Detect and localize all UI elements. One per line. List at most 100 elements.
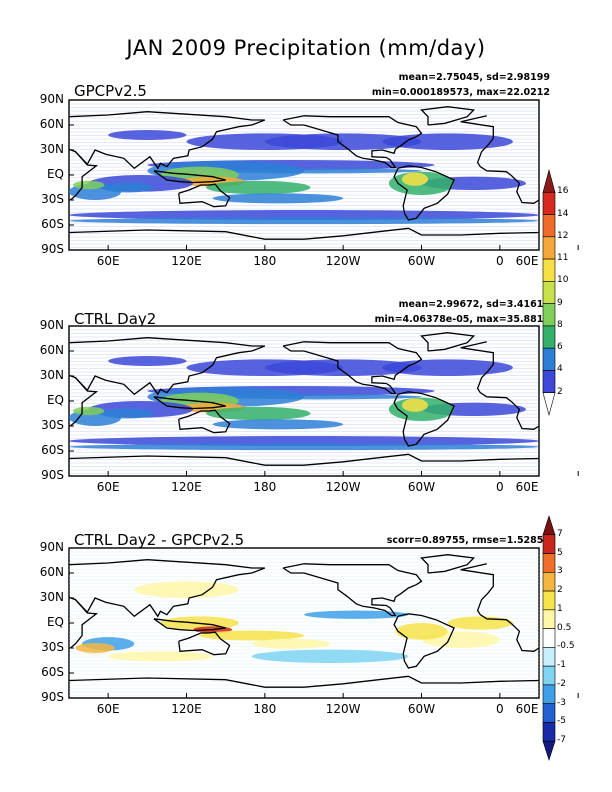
colorbar-label: 2 (557, 585, 563, 596)
colorbar-swatch (542, 647, 556, 667)
panel-2-stats-line1: mean=2.99672, sd=3.41619 (398, 299, 550, 310)
lat-tick-label: 60S (41, 665, 64, 679)
colorbar-swatch (542, 572, 556, 592)
lat-tick-label: 30S (41, 418, 64, 432)
coastline (69, 596, 99, 649)
field-blob (395, 623, 448, 640)
coastline (460, 115, 539, 204)
lon-tick-label: 60W (407, 702, 436, 716)
panel-3-stats-line1: scorr=0.89755, rmse=1.52856 (386, 535, 550, 546)
lat-tick-label: 90N (39, 540, 64, 554)
lon-tick-label: 180 (253, 254, 277, 268)
lat-tick-label: 30S (41, 192, 64, 206)
coastline (420, 554, 476, 574)
field-blob (72, 180, 105, 190)
colorbar-swatch (542, 214, 556, 238)
diff-colorbar (542, 515, 556, 761)
lon-tick-label: 60E (96, 480, 120, 494)
lat-tick-label: 90N (39, 92, 64, 106)
colorbar-label: 0.5 (557, 622, 572, 633)
lat-tick-label: 90S (41, 690, 64, 704)
coastline (420, 106, 476, 126)
colorbar-label: 9 (557, 297, 563, 308)
field-blob (108, 651, 213, 662)
field-blob (206, 180, 311, 195)
panel-2-stats-line2: min=4.06378e-05, max=35.8819 (374, 314, 550, 325)
field-blob (304, 610, 409, 619)
colorbar-swatch (542, 553, 556, 573)
colorbar-label: 3 (557, 566, 563, 577)
lat-tick-label: 30S (41, 640, 64, 654)
coastline (420, 332, 476, 352)
colorbar-label: 2 (557, 386, 563, 397)
colorbar-swatch (542, 590, 556, 611)
colorbar-label: 10 (557, 275, 569, 286)
coastline (393, 391, 455, 447)
lon-tick-label: 120E (171, 702, 202, 716)
coastline (178, 183, 231, 208)
lon-tick-label: 120E (171, 480, 202, 494)
lat-tick-label: 60S (41, 217, 64, 231)
colorbar-swatch (542, 303, 556, 327)
field-blob (69, 443, 539, 451)
coastline (282, 563, 423, 617)
colorbar-swatch (542, 191, 556, 215)
coastline (282, 115, 423, 169)
coastline (69, 148, 99, 201)
colorbar-label: 7 (557, 528, 563, 539)
lon-tick-label: 60E (515, 702, 539, 716)
panel-1-stats-line1: mean=2.75045, sd=2.98199 (398, 72, 550, 83)
lat-tick-label: 90N (39, 318, 64, 332)
field-blob (75, 643, 115, 653)
colorbar-swatch (542, 325, 556, 349)
field-blob (212, 419, 344, 430)
lat-tick-label: EQ (46, 167, 64, 181)
colorbar-label: 11 (557, 253, 569, 264)
field-blob (251, 638, 331, 649)
lat-tick-label: 60S (41, 443, 64, 457)
field-blob (401, 398, 429, 412)
field-blob (447, 616, 513, 630)
colorbar-swatch (542, 392, 556, 417)
lon-tick-label: 120W (325, 480, 361, 494)
coastline (69, 227, 539, 240)
colorbar-label: -3 (557, 697, 566, 708)
colorbar-label: -1 (557, 660, 566, 671)
field-blob (186, 359, 344, 376)
lon-tick-label: 120E (171, 254, 202, 268)
map-panel-2 (68, 325, 579, 477)
map-panel-3 (68, 547, 579, 699)
colorbar-label: 1 (557, 603, 563, 614)
colorbar-label: 14 (557, 208, 569, 219)
lat-tick-label: EQ (46, 393, 64, 407)
lon-tick-label: 180 (253, 702, 277, 716)
coastline (393, 165, 455, 221)
lon-tick-label: 0 (496, 480, 504, 494)
coastline (69, 374, 99, 427)
colorbar-swatch (542, 722, 556, 742)
colorbar-label: -0.5 (557, 641, 575, 652)
panel-1-stats: mean=2.75045, sd=2.98199 min=0.000189573… (372, 70, 550, 100)
coastline (153, 170, 226, 184)
panel-1-title: GPCPv2.5 (74, 82, 147, 100)
lon-tick-label: 60W (407, 254, 436, 268)
field-blob (199, 630, 304, 641)
panel-3-stats: scorr=0.89755, rmse=1.52856 (387, 533, 550, 548)
lat-tick-label: 30N (39, 590, 64, 604)
colorbar-swatch (542, 740, 556, 761)
lon-tick-label: 0 (496, 254, 504, 268)
coastline (282, 341, 423, 395)
field-blob (108, 130, 187, 140)
field-blob (251, 649, 409, 663)
page-title: JAN 2009 Precipitation (mm/day) (126, 36, 486, 60)
lon-tick-label: 60E (96, 254, 120, 268)
coastline (178, 631, 231, 656)
coastline (69, 559, 266, 618)
lat-tick-label: 60N (39, 565, 64, 579)
colorbar-label: 16 (557, 186, 569, 197)
coastline (153, 396, 226, 410)
lat-tick-label: 30N (39, 368, 64, 382)
field-blob (186, 133, 344, 151)
lat-tick-label: EQ (46, 615, 64, 629)
coastline (178, 409, 231, 434)
